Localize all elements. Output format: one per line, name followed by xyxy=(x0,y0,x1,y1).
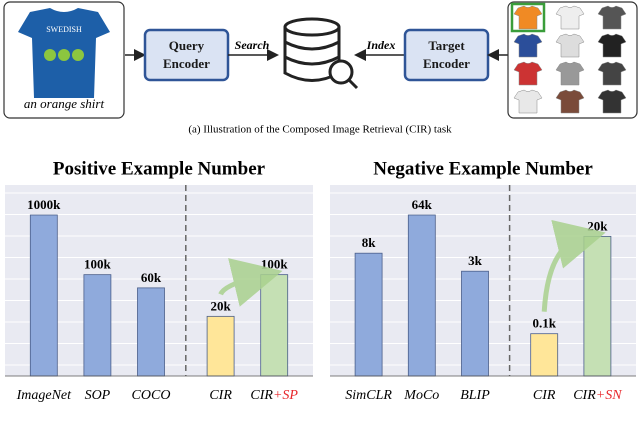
database-icon xyxy=(283,17,359,90)
value-label: 60k xyxy=(141,270,162,285)
thumbnail xyxy=(513,33,543,58)
growth-arrow xyxy=(218,258,283,307)
bar xyxy=(407,214,436,377)
encoder-label: Encoder xyxy=(423,56,470,71)
gallery xyxy=(510,2,627,114)
chart-title: Positive Example Number xyxy=(53,158,266,179)
chart-title: Negative Example Number xyxy=(373,158,593,179)
value-label: 8k xyxy=(362,235,377,250)
value-label: 100k xyxy=(261,257,289,272)
value-label: 20k xyxy=(210,298,231,313)
thumbnail xyxy=(597,5,627,30)
value-label: 0.1k xyxy=(532,316,556,331)
caption: (a) Illustration of the Composed Image R… xyxy=(188,124,452,136)
bar xyxy=(260,274,289,377)
highlight xyxy=(510,2,546,33)
category-label: CIR xyxy=(533,388,556,403)
thumbnail xyxy=(555,61,585,86)
search-label: Search xyxy=(235,38,270,52)
category-label: ImageNet xyxy=(16,388,73,403)
thumbnail xyxy=(597,61,627,86)
bar xyxy=(29,214,58,377)
thumbnail xyxy=(513,5,543,30)
thumbnail xyxy=(555,89,585,114)
category-label: CIR xyxy=(209,388,232,403)
value-label: 64k xyxy=(412,197,433,212)
category-label: CIR+SP xyxy=(250,388,298,403)
value-label: 1000k xyxy=(27,197,61,212)
encoder-label: Target xyxy=(428,38,465,53)
thumbnail xyxy=(513,89,543,114)
index-label: Index xyxy=(366,38,396,52)
value-label: 100k xyxy=(84,257,112,272)
bar xyxy=(137,287,165,377)
shirt-print: SWEDISH xyxy=(46,25,82,34)
bar xyxy=(354,252,383,377)
bar xyxy=(583,235,612,377)
thumbnail xyxy=(597,33,627,58)
encoder-label: Encoder xyxy=(163,56,210,71)
thumbnail xyxy=(597,89,627,114)
thumbnail xyxy=(555,33,585,58)
category-label: COCO xyxy=(132,388,171,403)
bar xyxy=(206,315,235,377)
category-label: SimCLR xyxy=(345,388,392,403)
category-label: SOP xyxy=(85,388,111,403)
growth-arrow xyxy=(541,219,606,312)
bar xyxy=(83,274,112,377)
value-label: 20k xyxy=(587,218,608,233)
thumbnail xyxy=(513,61,543,86)
value-label: 3k xyxy=(468,253,483,268)
encoder-label: Query xyxy=(169,38,205,53)
bar xyxy=(461,270,489,377)
category-label: BLIP xyxy=(460,388,490,403)
category-label: MoCo xyxy=(403,388,439,403)
bar xyxy=(530,333,559,377)
category-label: CIR+SN xyxy=(573,388,622,403)
thumbnail xyxy=(555,5,585,30)
query-text: an orange shirt xyxy=(24,96,105,111)
